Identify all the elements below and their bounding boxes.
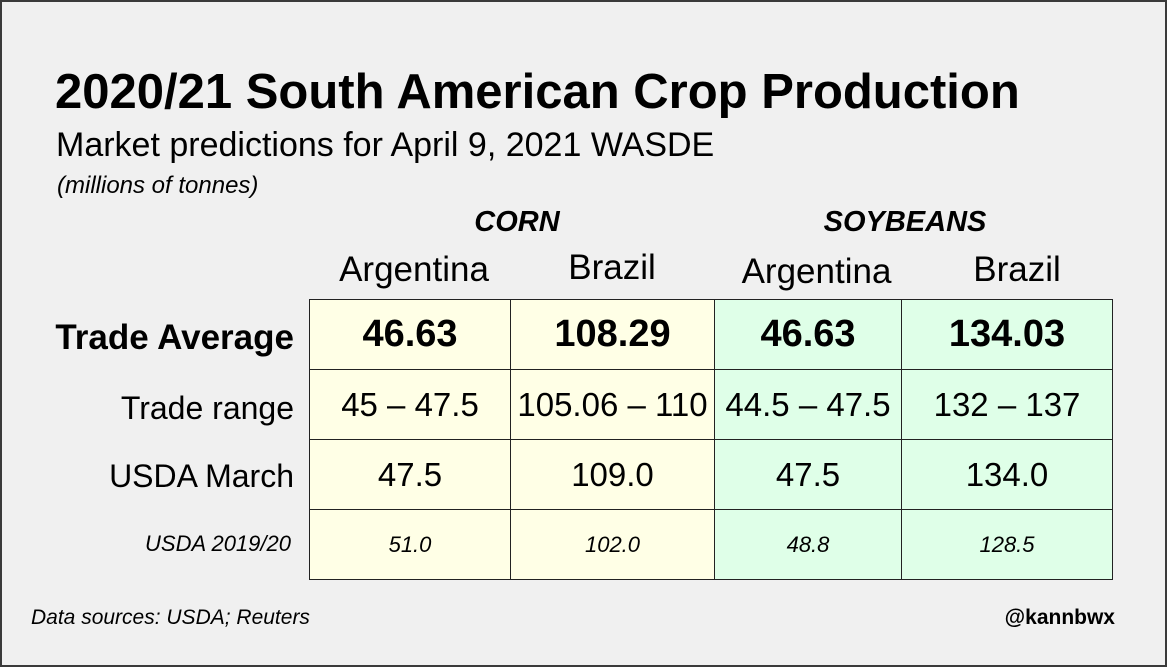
author-handle: @kannbwx bbox=[1004, 606, 1115, 629]
page-subtitle: Market predictions for April 9, 2021 WAS… bbox=[56, 126, 715, 164]
crop-production-table: 46.63 108.29 46.63 134.03 45 – 47.5 105.… bbox=[309, 299, 1113, 580]
row-label-trade-range: Trade range bbox=[120, 390, 294, 426]
page-title: 2020/21 South American Crop Production bbox=[55, 65, 1020, 119]
table-cell: 102.0 bbox=[510, 509, 715, 580]
table-cell: 47.5 bbox=[714, 439, 902, 510]
table-row: 51.0 102.0 48.8 128.5 bbox=[309, 509, 1113, 580]
table-cell: 109.0 bbox=[510, 439, 715, 510]
data-source-note: Data sources: USDA; Reuters bbox=[31, 606, 310, 629]
table-cell: 128.5 bbox=[901, 509, 1113, 580]
column-header-corn-argentina: Argentina bbox=[339, 250, 489, 289]
row-label-usda-march: USDA March bbox=[109, 458, 294, 494]
column-header-corn-brazil: Brazil bbox=[568, 248, 656, 287]
table-cell: 51.0 bbox=[309, 509, 511, 580]
table-row: 46.63 108.29 46.63 134.03 bbox=[309, 299, 1113, 370]
table-cell: 45 – 47.5 bbox=[309, 369, 511, 440]
group-label-corn: CORN bbox=[474, 206, 560, 238]
units-note: (millions of tonnes) bbox=[57, 172, 259, 199]
table-row: 47.5 109.0 47.5 134.0 bbox=[309, 439, 1113, 510]
column-header-soy-brazil: Brazil bbox=[973, 250, 1061, 289]
column-header-soy-argentina: Argentina bbox=[741, 252, 892, 291]
table-cell: 47.5 bbox=[309, 439, 511, 510]
table-cell: 134.03 bbox=[901, 299, 1113, 370]
table-cell: 134.0 bbox=[901, 439, 1113, 510]
table-cell: 108.29 bbox=[510, 299, 715, 370]
table-cell: 48.8 bbox=[714, 509, 902, 580]
row-label-usda-2019-20: USDA 2019/20 bbox=[145, 531, 291, 556]
table-cell: 132 – 137 bbox=[901, 369, 1113, 440]
table-cell: 105.06 – 110 bbox=[510, 369, 715, 440]
table-cell: 46.63 bbox=[309, 299, 511, 370]
table-cell: 46.63 bbox=[714, 299, 902, 370]
table-row: 45 – 47.5 105.06 – 110 44.5 – 47.5 132 –… bbox=[309, 369, 1113, 440]
table-cell: 44.5 – 47.5 bbox=[714, 369, 902, 440]
group-label-soybeans: SOYBEANS bbox=[823, 206, 987, 238]
row-label-trade-average: Trade Average bbox=[55, 318, 294, 357]
